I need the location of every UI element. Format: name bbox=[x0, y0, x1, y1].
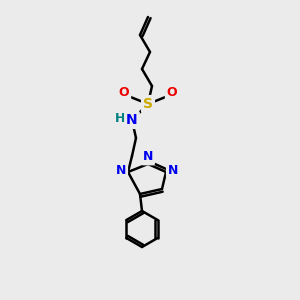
Text: N: N bbox=[168, 164, 178, 176]
Text: H: H bbox=[115, 112, 125, 124]
Text: O: O bbox=[167, 85, 177, 98]
Text: N: N bbox=[126, 113, 138, 127]
Text: O: O bbox=[119, 85, 129, 98]
Text: N: N bbox=[143, 151, 153, 164]
Text: N: N bbox=[116, 164, 126, 176]
Text: S: S bbox=[143, 97, 153, 111]
